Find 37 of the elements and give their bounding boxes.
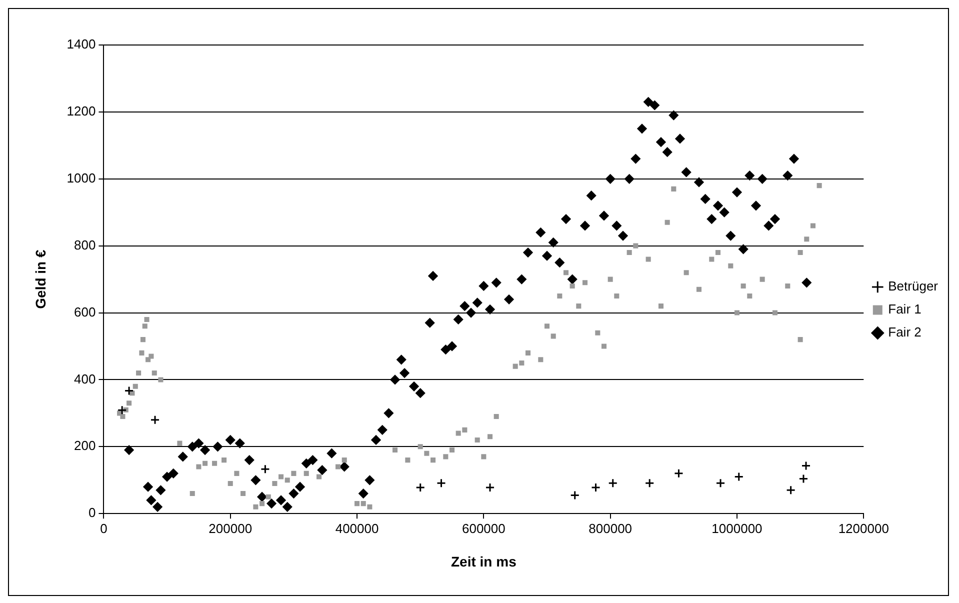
x-tick-label: 200000 [208, 520, 252, 536]
point [436, 478, 446, 488]
point [801, 460, 811, 470]
x-tick-label: 1000000 [712, 520, 762, 536]
legend-label: Fair 1 [888, 302, 922, 317]
legend-label: Betrüger [888, 278, 939, 294]
y-tick-label: 1200 [66, 104, 96, 119]
point [570, 490, 580, 500]
y-axis-title: Geld in € [32, 250, 48, 309]
y-tick-label: 400 [74, 371, 96, 386]
x-tick-label: 0 [100, 520, 108, 536]
y-tick-label: 800 [74, 237, 96, 252]
legend-label: Fair 2 [888, 324, 922, 340]
y-tick-label: 1400 [66, 36, 96, 52]
point [124, 386, 134, 396]
point [674, 468, 684, 478]
point [644, 478, 654, 488]
y-tick-label: 200 [74, 438, 96, 454]
point [260, 464, 270, 474]
y-tick-label: 600 [74, 304, 96, 320]
x-tick-label: 1200000 [838, 520, 889, 536]
point [716, 478, 726, 488]
point [608, 478, 618, 488]
x-axis-title: Zeit in ms [451, 553, 517, 570]
point [591, 482, 601, 492]
y-tick-label: 0 [88, 505, 96, 520]
point [416, 482, 426, 492]
x-tick-label: 800000 [588, 520, 632, 536]
point [734, 472, 744, 482]
point [786, 485, 796, 495]
x-tick-label: 400000 [335, 520, 379, 536]
point [798, 474, 808, 484]
point [117, 405, 127, 415]
point [150, 415, 160, 425]
x-tick-label: 600000 [462, 520, 506, 536]
point [485, 482, 495, 492]
y-tick-label: 1000 [66, 170, 96, 186]
